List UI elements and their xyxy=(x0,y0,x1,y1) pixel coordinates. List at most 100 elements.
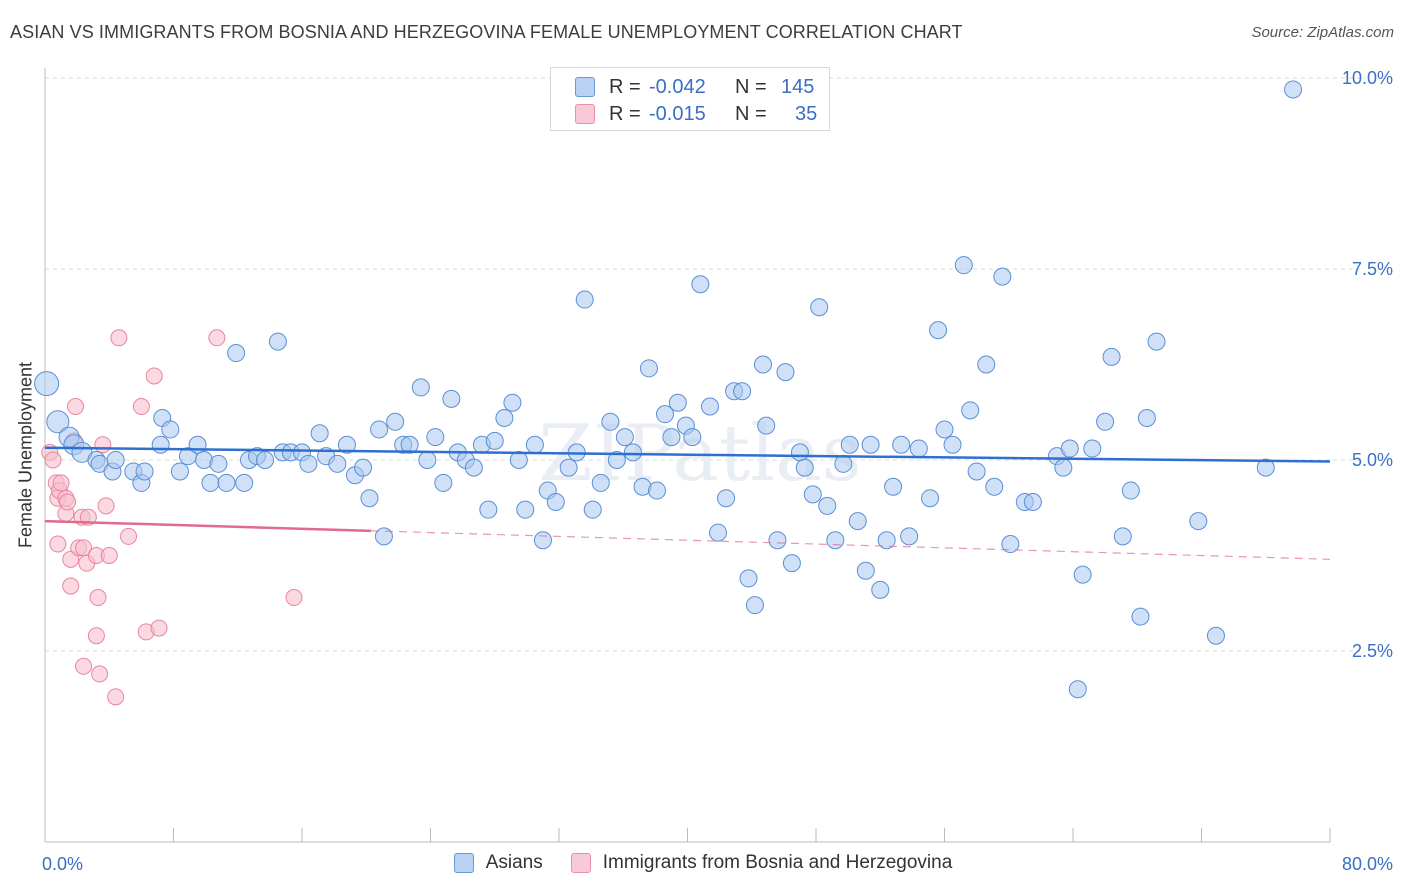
asian-point xyxy=(1001,535,1020,554)
asian-point xyxy=(985,477,1004,496)
bosnia-point xyxy=(97,497,115,515)
bosnia-point xyxy=(120,527,138,545)
asian-point xyxy=(623,443,642,462)
bosnia-trend-extension xyxy=(371,530,1331,560)
legend-item-bosnia: Immigrants from Bosnia and Herzegovina xyxy=(570,852,953,874)
asian-point xyxy=(310,424,329,443)
n-label: N = xyxy=(735,75,767,98)
asian-point xyxy=(871,580,890,599)
y-tick-label: 7.5% xyxy=(1352,259,1393,279)
legend-row-bosnia: R = -0.015 N = 35 xyxy=(575,102,817,126)
asian-point xyxy=(360,489,379,508)
asian-point xyxy=(691,275,710,294)
asian-point xyxy=(479,500,498,519)
asian-point xyxy=(235,473,254,492)
asian-point xyxy=(1189,512,1208,531)
asian-point xyxy=(615,428,634,447)
bosnia-point xyxy=(49,535,67,553)
r-label: R = xyxy=(609,102,641,125)
asian-point xyxy=(757,416,776,435)
asian-point xyxy=(943,435,962,454)
asian-point xyxy=(256,451,275,469)
asian-point xyxy=(768,531,787,550)
asian-point xyxy=(1147,332,1166,351)
asian-point xyxy=(717,489,736,508)
bosnia-point xyxy=(150,619,168,637)
asian-point xyxy=(668,393,687,412)
asians-swatch xyxy=(453,853,474,873)
asian-point xyxy=(993,267,1012,286)
asians-swatch xyxy=(575,77,595,97)
asian-point xyxy=(954,256,973,275)
bosnia-point xyxy=(107,688,125,706)
asian-point xyxy=(967,462,986,481)
legend-row-asians: R = -0.042 N = 145 xyxy=(575,75,814,99)
legend-label: Immigrants from Bosnia and Herzegovina xyxy=(602,852,953,873)
asian-point xyxy=(1131,607,1150,626)
asian-point xyxy=(662,428,681,447)
source-label: Source: ZipAtlas.com xyxy=(1251,24,1394,41)
bosnia-swatch xyxy=(570,853,591,873)
asian-point xyxy=(826,531,845,550)
asian-point xyxy=(1068,680,1087,699)
asian-point xyxy=(840,435,859,454)
grid-lines xyxy=(45,77,1360,652)
asian-point xyxy=(442,389,461,408)
chart-title: ASIAN VS IMMIGRANTS FROM BOSNIA AND HERZ… xyxy=(10,22,963,42)
asian-point xyxy=(935,420,954,439)
asian-point xyxy=(46,410,70,434)
asian-point xyxy=(795,458,814,477)
asian-point xyxy=(34,371,60,397)
asian-point xyxy=(1083,439,1102,458)
asian-point xyxy=(337,435,356,454)
asian-point xyxy=(929,321,948,340)
asian-point xyxy=(1256,458,1275,477)
asian-point xyxy=(495,408,514,427)
asian-point xyxy=(803,485,822,504)
asian-point xyxy=(647,481,666,500)
asian-point xyxy=(782,554,801,573)
asian-point xyxy=(1206,626,1225,645)
bosnia-point xyxy=(145,367,163,385)
y-tick-label: 10.0% xyxy=(1342,68,1393,88)
asian-point xyxy=(328,454,347,473)
asian-point xyxy=(1102,347,1121,366)
trend-lines xyxy=(44,446,1331,560)
r-value: -0.042 xyxy=(649,75,706,98)
asian-point xyxy=(1054,458,1073,477)
asian-point xyxy=(268,332,287,351)
n-label: N = xyxy=(735,102,767,125)
asian-point xyxy=(426,428,445,447)
y-axis-label: Female Unemployment xyxy=(15,361,36,549)
asian-point xyxy=(790,443,809,462)
bosnia-point xyxy=(75,657,93,675)
bosnia-point xyxy=(44,451,62,469)
asian-point xyxy=(818,496,837,515)
bosnia-swatch xyxy=(575,104,595,124)
y-tick-label: 2.5% xyxy=(1352,641,1393,661)
asian-point xyxy=(418,451,437,469)
asian-point xyxy=(591,473,610,492)
asian-trend-line xyxy=(44,446,1331,463)
asian-point xyxy=(503,393,522,412)
asian-point xyxy=(700,397,719,416)
asian-point xyxy=(639,359,658,378)
asian-series xyxy=(34,80,1303,699)
x-tick-label: 80.0% xyxy=(1342,854,1393,874)
asian-point xyxy=(607,451,626,469)
asian-point xyxy=(834,454,853,473)
n-value: 145 xyxy=(781,75,815,98)
asian-point xyxy=(151,435,170,454)
asian-point xyxy=(170,462,189,481)
asian-point xyxy=(1096,412,1115,431)
asian-point xyxy=(921,489,940,508)
asian-point xyxy=(411,378,430,397)
r-label: R = xyxy=(609,75,641,98)
asian-point xyxy=(227,344,246,363)
asian-point xyxy=(464,458,483,477)
asian-point xyxy=(961,401,980,420)
asian-point xyxy=(739,569,758,588)
bosnia-point xyxy=(110,329,128,347)
asian-point xyxy=(733,382,752,401)
asian-point xyxy=(516,500,535,519)
